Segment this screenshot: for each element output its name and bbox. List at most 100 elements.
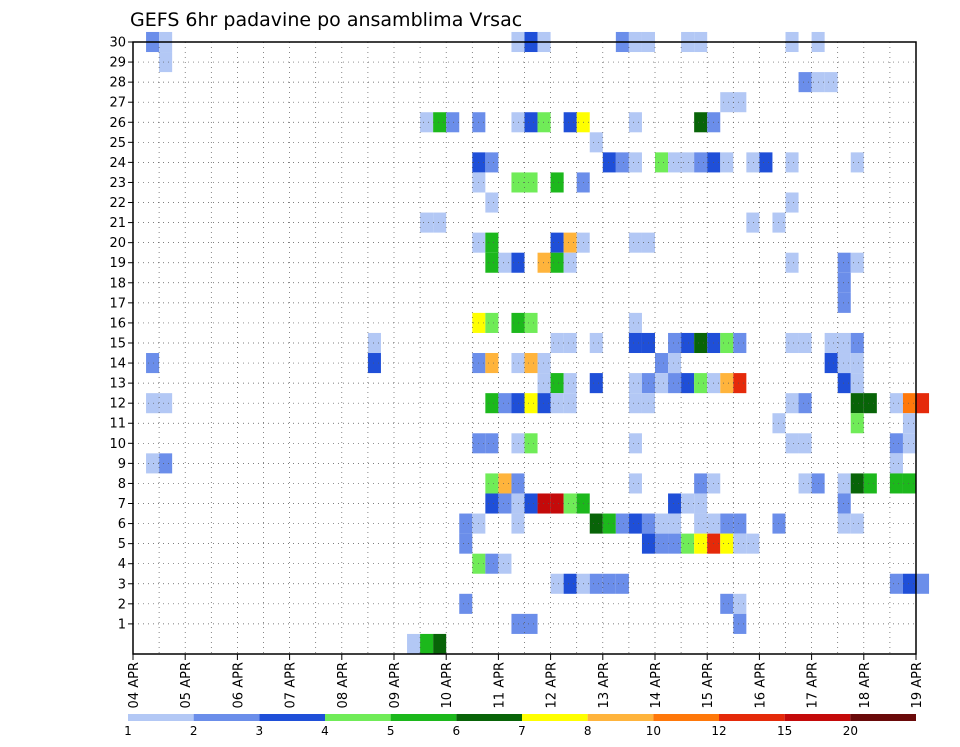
legend-color-swatch (259, 714, 325, 721)
heatmap-cell (459, 533, 473, 554)
legend-color-swatch (193, 714, 260, 721)
y-tick-label: 5 (118, 537, 126, 552)
y-tick-label: 18 (109, 276, 126, 291)
heatmap-cell (628, 393, 642, 414)
y-tick-label: 14 (109, 357, 126, 372)
heatmap-cell (850, 373, 864, 394)
heatmap-cell (537, 112, 551, 133)
heatmap-cell (537, 353, 551, 374)
heatmap-cell (511, 493, 525, 514)
y-tick-label: 1 (118, 617, 126, 632)
heatmap-cell (498, 473, 512, 494)
legend-color-swatch (850, 714, 916, 721)
heatmap-cell (837, 332, 851, 354)
heatmap-cell (902, 473, 916, 494)
heatmap-cell (798, 433, 812, 454)
heatmap-cell (837, 513, 851, 534)
heatmap-cell (485, 312, 499, 333)
y-tick-label: 26 (109, 116, 126, 131)
heatmap-cell (420, 212, 434, 233)
heatmap-cell (785, 433, 799, 454)
heatmap-cell (511, 353, 525, 374)
heatmap-cell (511, 312, 525, 333)
heatmap-cell (668, 332, 682, 354)
heatmap-cell (498, 393, 512, 414)
heatmap-cell (550, 493, 564, 514)
legend-tick-label: 3 (256, 724, 264, 738)
heatmap-cell (694, 152, 708, 173)
heatmap-cell (733, 332, 747, 354)
heatmap-cell (524, 393, 538, 414)
heatmap-cell (655, 152, 669, 173)
heatmap-cell (589, 513, 603, 534)
heatmap-cell (563, 373, 577, 394)
heatmap-cell (433, 212, 447, 233)
heatmap-cell (889, 473, 903, 494)
heatmap-cell (563, 493, 577, 514)
heatmap-cell (446, 112, 460, 133)
y-tick-label: 3 (118, 577, 126, 592)
legend-color-swatch (456, 714, 522, 721)
x-tick-label: 15 APR (701, 662, 716, 708)
heatmap-cell (485, 493, 499, 514)
heatmap-cell (733, 373, 747, 394)
heatmap-cell (889, 393, 903, 414)
heatmap-cell (602, 152, 616, 173)
heatmap-cell (485, 393, 499, 414)
heatmap-cell (459, 593, 473, 614)
x-tick-label: 16 APR (753, 662, 768, 708)
y-tick-label: 28 (109, 76, 126, 91)
heatmap-cell (746, 533, 760, 554)
heatmap-cell (589, 332, 603, 354)
heatmap-cell (694, 493, 708, 514)
heatmap-cell (798, 393, 812, 414)
heatmap-cell (916, 393, 930, 414)
plot-frame (132, 41, 917, 655)
heatmap-cell (485, 252, 499, 273)
heatmap-cell (850, 353, 864, 374)
legend-tick-label: 5 (387, 724, 395, 738)
heatmap-cell (367, 332, 381, 354)
heatmap-cell (889, 453, 903, 474)
heatmap-cell (668, 533, 682, 554)
heatmap-cell (746, 212, 760, 233)
heatmap-cell (694, 373, 708, 394)
y-tick-label: 13 (109, 377, 126, 392)
heatmap-cell (798, 72, 812, 93)
heatmap-cell (824, 332, 838, 354)
legend-tick-label: 6 (453, 724, 461, 738)
heatmap-cell (733, 533, 747, 554)
heatmap-cell (837, 493, 851, 514)
heatmap-cell (681, 373, 695, 394)
grid-lines (133, 41, 916, 654)
x-tick-label: 08 APR (336, 662, 351, 708)
heatmap-cell (733, 593, 747, 614)
heatmap-cell (850, 152, 864, 173)
heatmap-cell (837, 473, 851, 494)
heatmap-cell (655, 533, 669, 554)
heatmap-cell (537, 373, 551, 394)
heatmap-cell (850, 332, 864, 354)
legend-tick-label: 4 (321, 724, 329, 738)
y-tick-label: 8 (118, 477, 126, 492)
x-tick-label: 12 APR (545, 662, 560, 708)
heatmap-cell (511, 172, 525, 193)
heatmap-cell (668, 152, 682, 173)
legend-tick-label: 7 (518, 724, 526, 738)
heatmap-cell (550, 393, 564, 414)
heatmap-cell (420, 112, 434, 133)
heatmap-cell (694, 513, 708, 534)
heatmap-cell (407, 633, 421, 654)
heatmap-cell (720, 373, 734, 394)
y-tick-label: 11 (109, 417, 126, 432)
heatmap-cell (524, 312, 538, 333)
y-axis: 1234567891011121314151617181920212223242… (109, 36, 133, 632)
legend: 1 2 3 4 5 6 7 8 10 12 15 20 (124, 714, 916, 738)
heatmap-cell (681, 533, 695, 554)
legend-tick-label: 8 (584, 724, 592, 738)
heatmap-cell (785, 393, 799, 414)
y-tick-label: 10 (109, 437, 126, 452)
heatmap-cell (537, 252, 551, 273)
heatmap-cell (668, 373, 682, 394)
